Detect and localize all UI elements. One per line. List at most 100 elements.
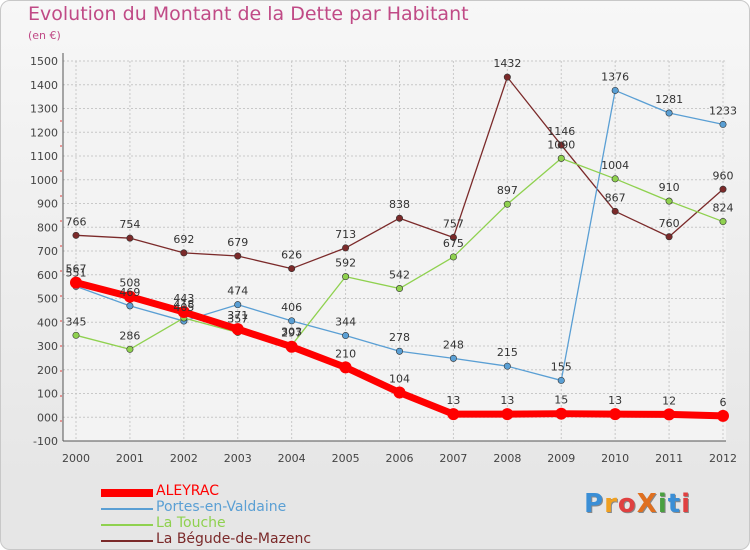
x-tick-label: 2012 bbox=[709, 452, 737, 465]
unit-label: (en €) bbox=[28, 29, 61, 42]
data-point bbox=[288, 317, 296, 325]
data-point bbox=[177, 306, 190, 319]
data-label: 713 bbox=[335, 228, 356, 241]
data-label: 371 bbox=[227, 309, 248, 322]
data-point bbox=[123, 290, 136, 303]
data-point bbox=[665, 197, 673, 205]
legend-swatch bbox=[101, 524, 153, 526]
data-point bbox=[611, 207, 619, 215]
y-tick-label: 100 bbox=[37, 388, 58, 401]
data-label: 867 bbox=[605, 191, 626, 204]
data-label: 897 bbox=[497, 184, 518, 197]
legend-swatch bbox=[101, 489, 153, 497]
data-label: 1233 bbox=[709, 104, 737, 117]
data-point bbox=[719, 120, 727, 128]
data-label: 104 bbox=[389, 373, 410, 386]
data-label: 824 bbox=[713, 202, 734, 215]
y-tick-label: 600 bbox=[37, 269, 58, 282]
data-point bbox=[339, 361, 352, 374]
legend-item-la-touche: La Touche bbox=[101, 515, 361, 531]
legend-label: La Touche bbox=[156, 515, 226, 531]
data-label: 1432 bbox=[493, 57, 521, 70]
chart-title: Evolution du Montant de la Dette par Hab… bbox=[28, 3, 469, 25]
data-label: 626 bbox=[281, 249, 302, 262]
data-label: 1376 bbox=[601, 70, 629, 83]
data-label: 838 bbox=[389, 198, 410, 211]
legend-label: La Bégude-de-Mazenc bbox=[156, 531, 312, 547]
data-label: 13 bbox=[446, 394, 460, 407]
data-point bbox=[557, 154, 565, 162]
y-tick-label: 1200 bbox=[30, 126, 58, 139]
y-tick-label: 1400 bbox=[30, 79, 58, 92]
data-label: 357 bbox=[227, 312, 248, 325]
data-label: 418 bbox=[173, 298, 194, 311]
data-point bbox=[609, 408, 622, 421]
data-point bbox=[342, 332, 350, 340]
x-tick-label: 2000 bbox=[62, 452, 90, 465]
legend-label: ALEYRAC bbox=[156, 483, 220, 499]
data-point bbox=[231, 323, 244, 336]
data-label: 469 bbox=[119, 286, 140, 299]
data-point bbox=[180, 249, 188, 257]
x-tick-label: 2006 bbox=[386, 452, 414, 465]
y-tick-label: -100 bbox=[33, 435, 58, 448]
data-label: 754 bbox=[119, 218, 140, 231]
data-point bbox=[719, 218, 727, 226]
data-label: 13 bbox=[500, 394, 514, 407]
legend-item-portes: Portes-en-Valdaine bbox=[101, 499, 361, 515]
data-label: 155 bbox=[551, 360, 572, 373]
y-tick-label: 1100 bbox=[30, 150, 58, 163]
y-tick-label: 800 bbox=[37, 221, 58, 234]
data-point bbox=[665, 233, 673, 241]
data-point bbox=[663, 408, 676, 421]
y-tick-label: 000 bbox=[37, 411, 58, 424]
legend-label: Portes-en-Valdaine bbox=[156, 499, 287, 515]
data-label: 692 bbox=[173, 233, 194, 246]
data-point bbox=[395, 347, 403, 355]
data-label: 757 bbox=[443, 217, 464, 230]
data-point bbox=[72, 231, 80, 239]
data-label: 303 bbox=[281, 325, 302, 338]
data-label: 1281 bbox=[655, 93, 683, 106]
data-label: 766 bbox=[66, 215, 87, 228]
data-point bbox=[449, 354, 457, 362]
data-point bbox=[234, 301, 242, 309]
data-point bbox=[126, 234, 134, 242]
x-tick-label: 2011 bbox=[655, 452, 683, 465]
x-tick-label: 2001 bbox=[116, 452, 144, 465]
data-label: 406 bbox=[281, 301, 302, 314]
data-point bbox=[70, 276, 82, 289]
y-tick-label: 900 bbox=[37, 198, 58, 211]
data-label: 679 bbox=[227, 236, 248, 249]
data-label: 1004 bbox=[601, 159, 629, 172]
y-tick-label: 400 bbox=[37, 316, 58, 329]
data-label: 760 bbox=[659, 217, 680, 230]
proxiti-logo: ProXiti bbox=[584, 489, 692, 519]
data-point bbox=[503, 200, 511, 208]
y-tick-label: 1300 bbox=[30, 103, 58, 116]
x-tick-label: 2008 bbox=[493, 452, 521, 465]
data-point bbox=[395, 285, 403, 293]
data-label: 960 bbox=[713, 169, 734, 182]
x-tick-label: 2004 bbox=[278, 452, 306, 465]
data-point bbox=[393, 386, 406, 399]
data-label: 592 bbox=[335, 257, 356, 270]
data-label: 344 bbox=[335, 316, 356, 329]
y-tick-label: 1000 bbox=[30, 174, 58, 187]
x-tick-label: 2010 bbox=[601, 452, 629, 465]
data-point bbox=[503, 362, 511, 370]
y-tick-label: 200 bbox=[37, 364, 58, 377]
data-point bbox=[285, 340, 298, 353]
data-point bbox=[717, 409, 729, 422]
y-tick-label: 300 bbox=[37, 340, 58, 353]
data-point bbox=[395, 214, 403, 222]
data-point bbox=[557, 141, 565, 149]
data-label: 551 bbox=[66, 266, 87, 279]
data-label: 443 bbox=[173, 292, 194, 305]
data-point bbox=[449, 253, 457, 261]
data-point bbox=[447, 408, 460, 421]
x-tick-label: 2009 bbox=[547, 452, 575, 465]
data-point bbox=[126, 345, 134, 353]
